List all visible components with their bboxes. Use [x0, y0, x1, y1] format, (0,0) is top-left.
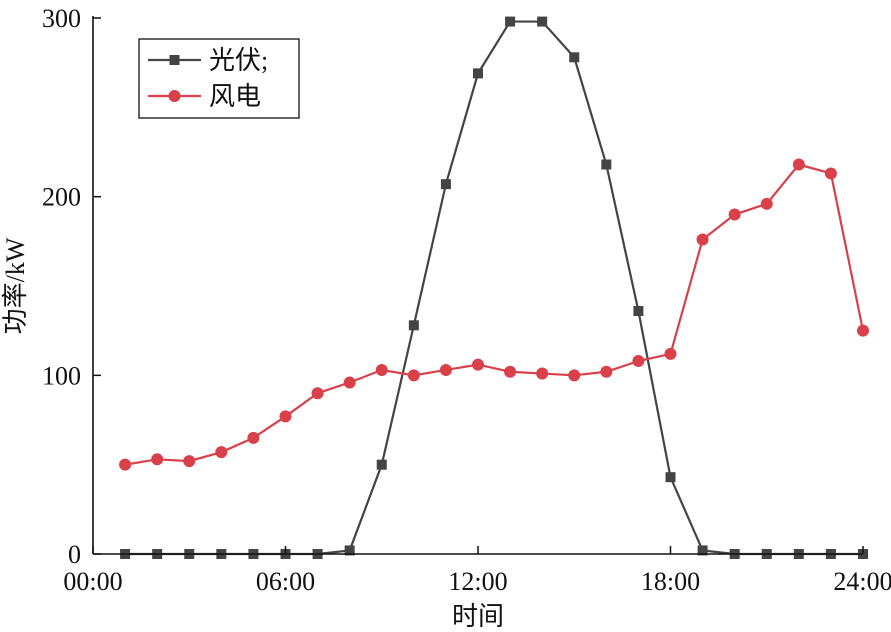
x-tick-label: 18:00: [641, 567, 700, 596]
data-point: [343, 376, 356, 389]
data-point: [505, 16, 516, 27]
legend-marker: [168, 90, 181, 102]
data-point: [600, 365, 613, 378]
data-point: [536, 367, 549, 380]
data-point: [857, 324, 869, 337]
data-point: [504, 365, 517, 378]
series-2: [119, 158, 869, 471]
data-point: [569, 52, 580, 63]
data-point: [375, 363, 388, 376]
data-point: [344, 545, 355, 556]
y-tick-label: 200: [42, 183, 81, 212]
data-point: [247, 431, 260, 444]
x-tick-label: 12:00: [448, 567, 507, 596]
data-point: [665, 472, 676, 483]
data-point: [279, 410, 292, 423]
x-tick-label: 00:00: [63, 567, 122, 596]
data-point: [440, 179, 451, 190]
y-tick-label: 100: [42, 361, 81, 390]
data-point: [760, 197, 773, 210]
data-point: [119, 458, 132, 471]
legend-label: 光伏;: [209, 46, 268, 75]
legend: 光伏; 风电: [138, 38, 300, 119]
data-point: [696, 233, 709, 246]
data-point: [407, 369, 420, 382]
data-point: [568, 369, 581, 382]
y-axis-title: 功率/kW: [1, 237, 30, 334]
data-point: [151, 453, 164, 466]
legend-marker: [169, 55, 180, 65]
data-point: [215, 446, 228, 459]
y-tick-label: 300: [42, 4, 81, 33]
x-axis-title: 时间: [452, 602, 504, 631]
data-point: [664, 347, 677, 360]
legend-box: [138, 38, 300, 119]
x-tick-label: 24:00: [833, 567, 891, 596]
legend-label: 风电: [209, 82, 261, 111]
data-point: [728, 208, 741, 221]
data-point: [792, 158, 805, 171]
data-point: [376, 459, 387, 470]
data-point: [601, 159, 612, 170]
data-point: [311, 387, 324, 400]
data-point: [408, 320, 419, 331]
data-point: [632, 355, 645, 368]
x-tick-label: 06:00: [256, 567, 315, 596]
data-point: [439, 363, 452, 376]
data-point: [473, 68, 483, 79]
data-point: [824, 167, 837, 180]
data-point: [537, 16, 548, 27]
data-point: [183, 455, 196, 468]
data-point: [633, 306, 644, 317]
y-tick-label: 0: [68, 540, 81, 569]
data-point: [697, 545, 708, 556]
data-point: [472, 358, 484, 371]
axes: 0 100 200 300 00:00 06:00 12:00 18:00 24:00: [42, 4, 891, 596]
